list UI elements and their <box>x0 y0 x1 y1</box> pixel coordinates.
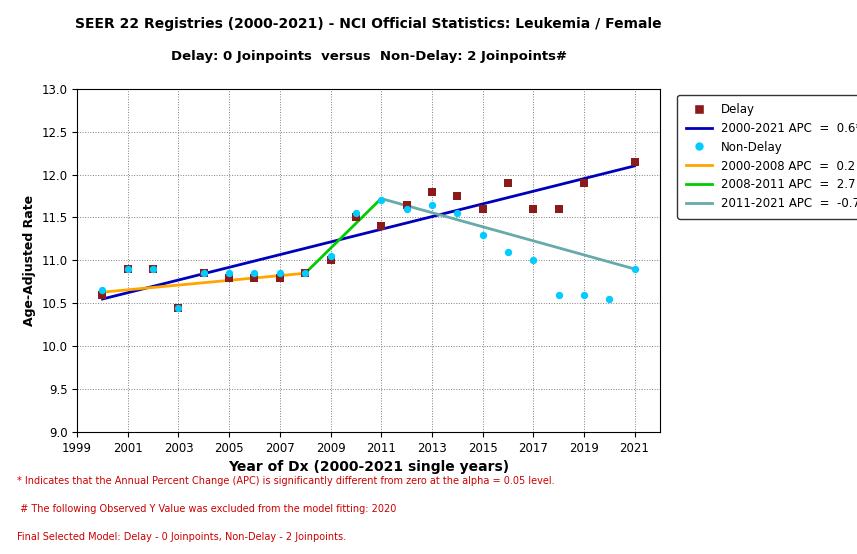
Point <box>147 264 160 273</box>
Point <box>197 269 211 278</box>
Point <box>450 209 464 218</box>
Point <box>349 209 363 218</box>
Point <box>627 157 641 166</box>
Point <box>96 290 110 299</box>
Point <box>121 264 135 273</box>
Point <box>552 204 566 213</box>
Point <box>526 204 540 213</box>
Point <box>627 264 641 273</box>
Point <box>222 269 236 278</box>
Y-axis label: Age-Adjusted Rate: Age-Adjusted Rate <box>23 195 36 326</box>
Text: * Indicates that the Annual Percent Change (APC) is significantly different from: * Indicates that the Annual Percent Chan… <box>17 476 554 486</box>
Legend: Delay, 2000-2021 APC  =  0.6*, Non-Delay, 2000-2008 APC  =  0.2, 2008-2011 APC  : Delay, 2000-2021 APC = 0.6*, Non-Delay, … <box>677 95 857 219</box>
Point <box>577 178 590 187</box>
Point <box>552 290 566 299</box>
Point <box>399 204 413 213</box>
Text: Delay: 0 Joinpoints  versus  Non-Delay: 2 Joinpoints#: Delay: 0 Joinpoints versus Non-Delay: 2 … <box>171 50 566 63</box>
Point <box>375 222 388 230</box>
Point <box>425 200 439 209</box>
Point <box>501 178 515 187</box>
Point <box>147 264 160 273</box>
Point <box>324 252 338 260</box>
Point <box>171 303 185 312</box>
Point <box>96 286 110 295</box>
Point <box>602 295 616 304</box>
Point <box>375 196 388 205</box>
Point <box>349 213 363 222</box>
Point <box>476 230 489 239</box>
Point <box>273 269 287 278</box>
Text: # The following Observed Y Value was excluded from the model fitting: 2020: # The following Observed Y Value was exc… <box>17 504 397 514</box>
X-axis label: Year of Dx (2000-2021 single years): Year of Dx (2000-2021 single years) <box>228 460 509 474</box>
Point <box>476 204 489 213</box>
Text: Final Selected Model: Delay - 0 Joinpoints, Non-Delay - 2 Joinpoints.: Final Selected Model: Delay - 0 Joinpoin… <box>17 532 346 542</box>
Point <box>298 269 312 278</box>
Point <box>248 273 261 282</box>
Point <box>450 192 464 201</box>
Text: SEER 22 Registries (2000-2021) - NCI Official Statistics: Leukemia / Female: SEER 22 Registries (2000-2021) - NCI Off… <box>75 17 662 30</box>
Point <box>577 290 590 299</box>
Point <box>273 273 287 282</box>
Point <box>425 187 439 196</box>
Point <box>324 256 338 265</box>
Point <box>121 264 135 273</box>
Point <box>399 200 413 209</box>
Point <box>222 273 236 282</box>
Point <box>197 269 211 278</box>
Point <box>501 248 515 257</box>
Point <box>526 256 540 265</box>
Point <box>248 269 261 278</box>
Point <box>171 303 185 312</box>
Point <box>298 269 312 278</box>
